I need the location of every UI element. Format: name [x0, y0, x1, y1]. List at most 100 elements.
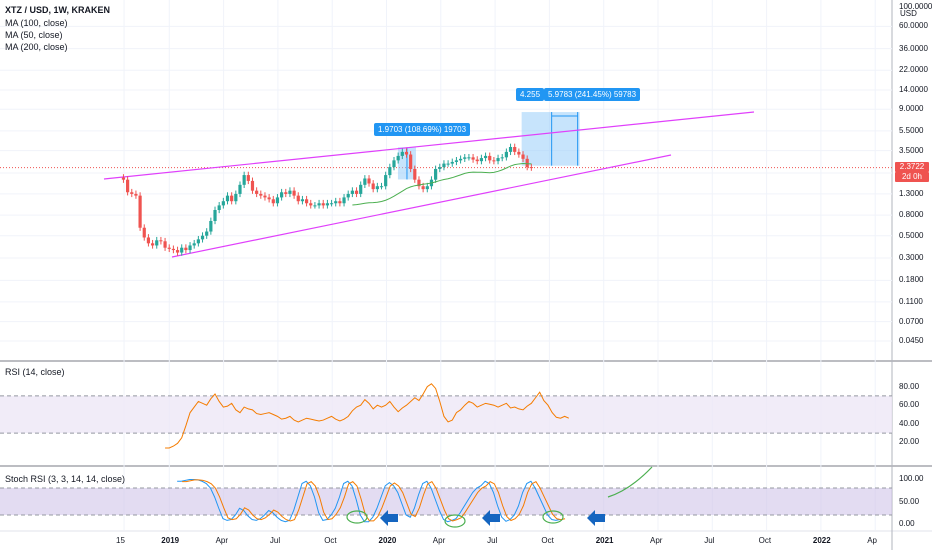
ma50-legend[interactable]: MA (50, close): [5, 30, 63, 40]
candle: [409, 154, 413, 169]
price-tick-label: 14.0000: [899, 84, 928, 94]
candle: [446, 163, 450, 165]
candle: [184, 247, 188, 251]
candle: [454, 160, 459, 162]
left-arrow-icon: [587, 510, 605, 526]
current-price-tag: 2.3722: [895, 162, 929, 172]
stoch-d-line: [182, 479, 566, 522]
symbol-title: XTZ / USD, 1W, KRAKEN: [5, 5, 111, 15]
candle: [175, 250, 180, 253]
time-tick-label: 2021: [595, 536, 614, 545]
candle: [180, 247, 184, 253]
candle: [230, 195, 234, 202]
candle: [338, 201, 342, 204]
candle: [317, 203, 321, 206]
candle: [388, 167, 392, 176]
price-tick-label: 1.3000: [899, 188, 924, 198]
candle: [417, 179, 421, 187]
candle: [188, 245, 192, 251]
candle: [379, 186, 384, 188]
price-tick-label: 5.5000: [899, 125, 924, 135]
upper-trendline: [103, 111, 755, 180]
candle: [513, 147, 517, 152]
rsi-title[interactable]: RSI (14, close): [5, 367, 65, 377]
time-tick-label: Apr: [432, 536, 446, 545]
candle: [442, 163, 446, 168]
candle: [504, 151, 508, 158]
candle: [404, 151, 409, 155]
candle: [363, 178, 367, 185]
ma200-legend[interactable]: MA (200, close): [5, 42, 68, 52]
candle: [400, 151, 404, 156]
time-tick-label: 2022: [812, 536, 831, 545]
price-tick-label: 0.0450: [899, 336, 924, 345]
candle: [167, 247, 171, 249]
price-tick-label: 22.0000: [899, 65, 928, 75]
candle: [238, 184, 242, 194]
candle: [126, 179, 130, 193]
stoch-tick-label: 100.00: [899, 474, 924, 483]
candle: [304, 199, 309, 204]
candle: [471, 157, 475, 160]
time-tick-label: Apr: [650, 536, 663, 545]
candle: [209, 220, 213, 232]
candle: [325, 203, 329, 206]
time-tick-label: 15: [116, 536, 125, 545]
candle: [375, 186, 379, 190]
ma100-legend[interactable]: MA (100, close): [5, 18, 68, 28]
candle: [521, 154, 525, 159]
candle: [488, 155, 492, 161]
candle: [138, 195, 142, 228]
price-tick-label: 60.0000: [899, 21, 928, 31]
rsi-tick-label: 60.00: [899, 400, 920, 410]
candle: [413, 168, 417, 180]
price-tick-label: 0.8000: [899, 210, 924, 220]
stoch-band: [0, 488, 892, 515]
candle: [517, 151, 521, 155]
candle: [250, 180, 255, 191]
candle: [384, 175, 388, 187]
candle: [155, 240, 159, 246]
price-tick-top: 100.0000: [899, 2, 932, 11]
candle: [242, 175, 246, 185]
candle: [421, 186, 425, 190]
price-tick-label: 0.1800: [899, 275, 924, 285]
measure-badge-2[interactable]: 5.9783 (241.45%) 59783: [544, 88, 641, 101]
candle: [288, 190, 292, 194]
rsi-tick-label: 20.00: [899, 437, 920, 447]
time-tick-label: Oct: [758, 536, 772, 545]
stoch-k-line: [177, 478, 561, 523]
candle: [367, 178, 371, 184]
candle: [346, 193, 350, 198]
candle: [196, 239, 200, 244]
candle: [284, 192, 288, 194]
candle: [142, 227, 146, 238]
time-tick-label: Apr: [215, 536, 229, 545]
candle: [334, 201, 338, 204]
candle: [529, 167, 533, 169]
candle: [267, 197, 271, 200]
stoch-title[interactable]: Stoch RSI (3, 3, 14, 14, close): [5, 474, 126, 484]
candle: [450, 161, 454, 164]
candle: [150, 243, 155, 246]
candle: [371, 183, 375, 190]
candle: [192, 243, 196, 246]
price-tick-label: 0.1100: [899, 296, 923, 306]
time-tick-label: 2020: [378, 536, 397, 545]
measure-badge-2-prefix[interactable]: 4.255: [516, 88, 545, 101]
measure-badge-1[interactable]: 1.9703 (108.69%) 19703: [374, 123, 471, 136]
candle: [234, 193, 238, 202]
price-tick-label: 36.0000: [899, 43, 928, 53]
candle: [458, 158, 463, 161]
candle: [200, 235, 205, 240]
candle: [159, 240, 163, 242]
candle: [275, 197, 280, 204]
symbol-legend[interactable]: XTZ / USD, 1W, KRAKEN: [5, 4, 110, 16]
candle: [259, 193, 263, 196]
candle: [525, 158, 529, 168]
measure-box-2: [521, 112, 580, 166]
candle: [500, 157, 504, 159]
candle: [434, 168, 438, 180]
candle: [483, 155, 488, 159]
